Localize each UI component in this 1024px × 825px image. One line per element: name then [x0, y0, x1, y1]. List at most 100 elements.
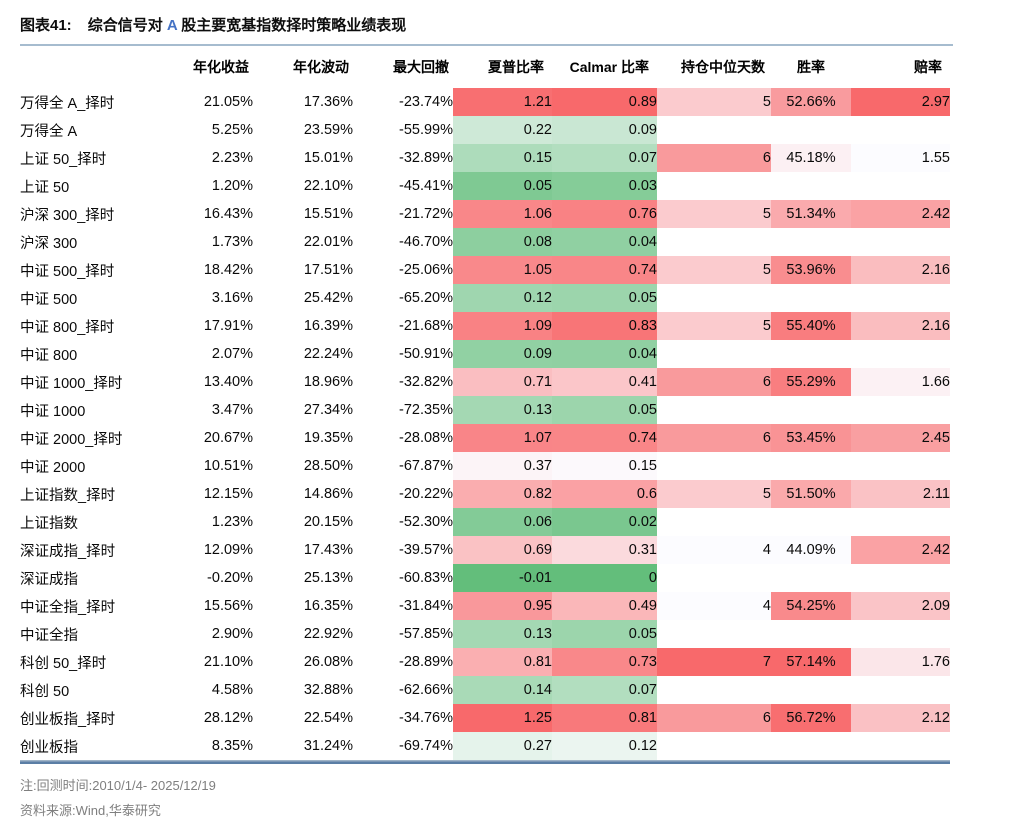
- cell-ret: 1.73%: [211, 234, 253, 250]
- cell-win: [771, 452, 851, 480]
- cell-win: 44.09%: [771, 536, 851, 564]
- cell-odds: [851, 396, 950, 424]
- cell-win: 55.40%: [771, 312, 851, 340]
- cell-calmar: 0.89: [552, 88, 657, 116]
- figure-number: 图表41:: [20, 17, 72, 34]
- column-header-annualized-return: 年化收益: [193, 59, 249, 75]
- cell-vol: 22.24%: [303, 346, 353, 362]
- cell-name: 深证成指: [20, 571, 78, 588]
- cell-win: [771, 116, 851, 144]
- cell-dd: -67.87%: [398, 458, 453, 474]
- cell-win: 57.14%: [771, 648, 851, 676]
- cell-vol: 16.39%: [303, 318, 353, 334]
- cell-days: 5: [657, 256, 771, 284]
- footnotes: 注:回测时间:2010/1/4- 2025/12/19 资料来源:Wind,华泰…: [20, 773, 1024, 823]
- cell-odds: 2.16: [851, 312, 950, 340]
- cell-odds: 1.76: [851, 648, 950, 676]
- cell-odds: 2.11: [851, 480, 950, 508]
- column-header-index-name: [20, 46, 180, 88]
- cell-name: 万得全 A_择时: [20, 95, 115, 112]
- table-row: 中证 1000_择时 13.40% 18.96% -32.82% 0.71 0.41 6 55…: [20, 368, 950, 396]
- cell-calmar: 0.74: [552, 424, 657, 452]
- cell-sharpe: 1.06: [453, 200, 552, 228]
- cell-vol: 19.35%: [303, 430, 353, 446]
- cell-dd: -25.06%: [398, 262, 453, 278]
- cell-name: 中证 1000_择时: [20, 375, 123, 392]
- cell-ret: 18.42%: [203, 262, 253, 278]
- cell-dd: -34.76%: [398, 710, 453, 726]
- cell-win: 51.34%: [771, 200, 851, 228]
- cell-dd: -31.84%: [398, 598, 453, 614]
- cell-days: [657, 732, 771, 760]
- cell-ret: 12.15%: [203, 486, 253, 502]
- column-header-annualized-volatility: 年化波动: [293, 59, 349, 75]
- column-header-max-drawdown: 最大回撤: [393, 59, 449, 75]
- cell-vol: 17.43%: [303, 542, 353, 558]
- column-header-win-rate: 胜率: [797, 59, 825, 75]
- cell-name: 万得全 A: [20, 123, 78, 140]
- cell-win: [771, 172, 851, 200]
- cell-win: 55.29%: [771, 368, 851, 396]
- title-divider: [20, 44, 953, 46]
- column-header-odds-ratio: 赔率: [914, 59, 942, 75]
- table-row: 科创 50 4.58% 32.88% -62.66% 0.14 0.07: [20, 676, 950, 704]
- cell-calmar: 0.15: [552, 452, 657, 480]
- cell-odds: 2.42: [851, 200, 950, 228]
- cell-name: 创业板指_择时: [20, 711, 116, 728]
- cell-win: [771, 396, 851, 424]
- cell-calmar: 0.49: [552, 592, 657, 620]
- cell-odds: [851, 228, 950, 256]
- cell-sharpe: 0.71: [453, 368, 552, 396]
- column-header-median-holding-days: 持仓中位天数: [681, 59, 765, 75]
- cell-sharpe: 0.15: [453, 144, 552, 172]
- cell-win: 53.45%: [771, 424, 851, 452]
- cell-vol: 17.36%: [303, 94, 353, 110]
- cell-calmar: 0.83: [552, 312, 657, 340]
- cell-win: 56.72%: [771, 704, 851, 732]
- cell-win: 52.66%: [771, 88, 851, 116]
- table-row: 创业板指_择时 28.12% 22.54% -34.76% 1.25 0.81 6 56.72…: [20, 704, 950, 732]
- cell-vol: 17.51%: [303, 262, 353, 278]
- cell-dd: -46.70%: [398, 234, 453, 250]
- cell-ret: 12.09%: [203, 542, 253, 558]
- cell-dd: -65.20%: [398, 290, 453, 306]
- cell-ret: 8.35%: [211, 738, 253, 754]
- cell-days: [657, 284, 771, 312]
- cell-days: [657, 340, 771, 368]
- cell-ret: 3.16%: [211, 290, 253, 306]
- cell-calmar: 0.12: [552, 732, 657, 760]
- cell-dd: -55.99%: [398, 122, 453, 138]
- cell-days: 7: [657, 648, 771, 676]
- cell-win: 54.25%: [771, 592, 851, 620]
- cell-calmar: 0.6: [552, 480, 657, 508]
- cell-calmar: 0.73: [552, 648, 657, 676]
- column-header-sharpe-ratio: 夏普比率: [488, 59, 544, 75]
- cell-sharpe: 1.25: [453, 704, 552, 732]
- cell-dd: -57.85%: [398, 626, 453, 642]
- cell-calmar: 0.05: [552, 284, 657, 312]
- cell-ret: 5.25%: [211, 122, 253, 138]
- cell-dd: -50.91%: [398, 346, 453, 362]
- cell-win: [771, 620, 851, 648]
- cell-dd: -23.74%: [398, 94, 453, 110]
- cell-sharpe: 0.05: [453, 172, 552, 200]
- cell-name: 深证成指_择时: [20, 543, 116, 560]
- cell-sharpe: 1.05: [453, 256, 552, 284]
- cell-calmar: 0.09: [552, 116, 657, 144]
- table-row: 中证全指_择时 15.56% 16.35% -31.84% 0.95 0.49 4 54.25…: [20, 592, 950, 620]
- cell-odds: [851, 116, 950, 144]
- cell-sharpe: 0.27: [453, 732, 552, 760]
- performance-table: 年化收益 年化波动 最大回撤 夏普比率 Calmar 比率 持仓中位天数 胜率 …: [20, 46, 950, 760]
- footnote-backtest-period: 注:回测时间:2010/1/4- 2025/12/19: [20, 778, 216, 793]
- cell-days: 4: [657, 536, 771, 564]
- cell-name: 科创 50_择时: [20, 655, 107, 672]
- cell-days: [657, 116, 771, 144]
- cell-odds: 2.97: [851, 88, 950, 116]
- cell-vol: 22.92%: [303, 626, 353, 642]
- cell-dd: -21.72%: [398, 206, 453, 222]
- cell-sharpe: 1.09: [453, 312, 552, 340]
- footnote-source: 资料来源:Wind,华泰研究: [20, 803, 161, 818]
- table-row: 中证 1000 3.47% 27.34% -72.35% 0.13 0.05: [20, 396, 950, 424]
- cell-vol: 23.59%: [303, 122, 353, 138]
